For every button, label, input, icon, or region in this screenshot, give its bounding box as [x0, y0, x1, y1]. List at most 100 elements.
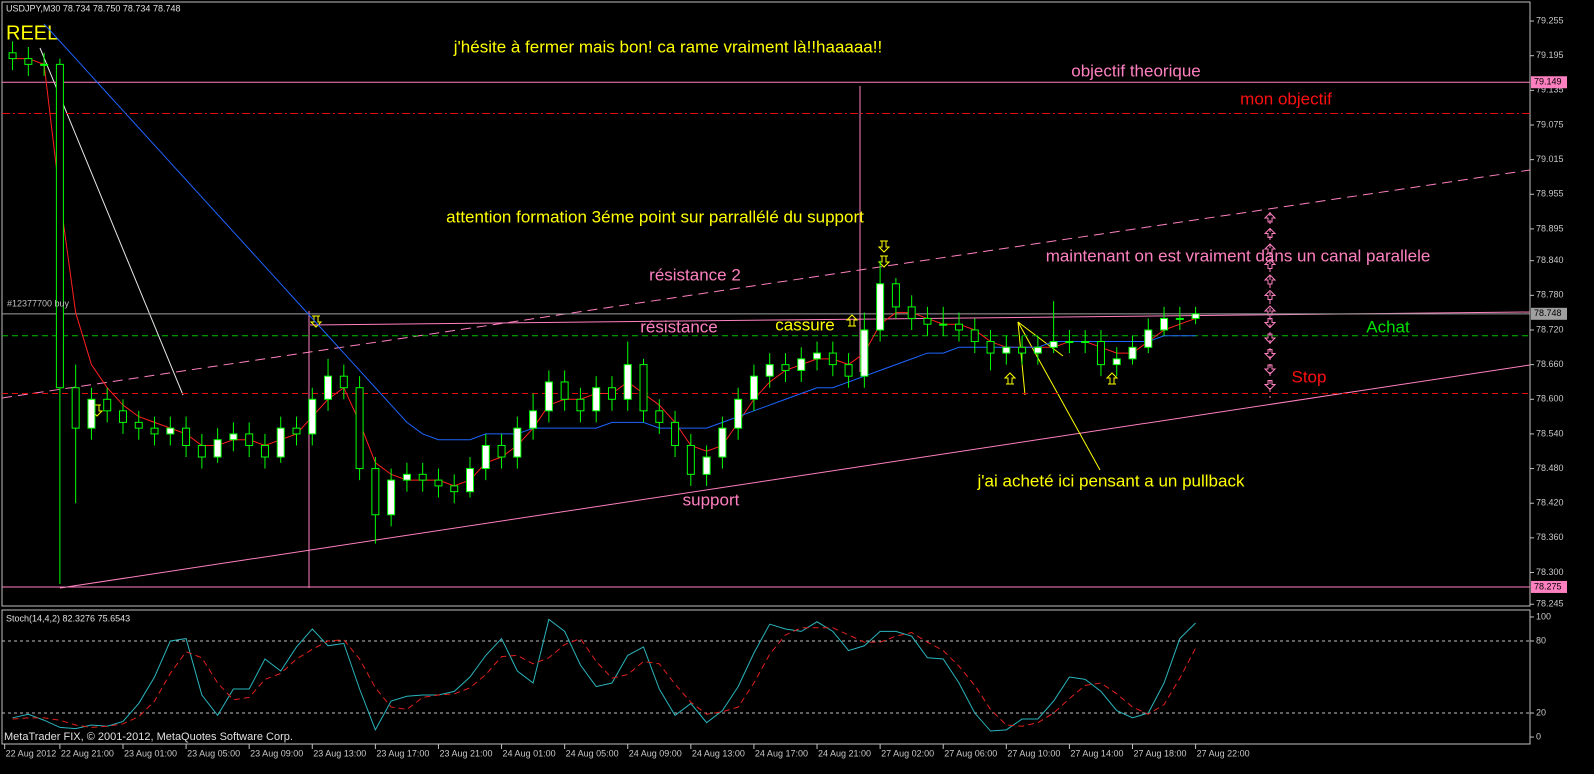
y-tick-label: 78.245 — [1536, 599, 1564, 609]
annotation: #12377700 buy — [7, 298, 70, 308]
y-tick-label: 79.255 — [1536, 15, 1564, 25]
candle-body — [1128, 346, 1137, 360]
candle-body — [197, 444, 206, 458]
candle-body — [8, 52, 17, 60]
candle-body — [797, 358, 806, 371]
candle-body — [639, 364, 648, 412]
candle-body — [260, 444, 269, 458]
x-tick-label: 27 Aug 06:00 — [944, 748, 997, 758]
candle-body — [1096, 341, 1105, 366]
x-tick-label: 24 Aug 21:00 — [818, 748, 871, 758]
candle-body — [765, 364, 774, 377]
x-tick-label: 23 Aug 17:00 — [376, 748, 429, 758]
candle-body — [481, 444, 490, 470]
annotation: objectif theorique — [1071, 61, 1200, 80]
pointer-line — [1017, 321, 1026, 396]
candle-body — [702, 456, 711, 475]
x-tick-label: 27 Aug 14:00 — [1070, 748, 1123, 758]
y-tick-label: 80 — [1536, 635, 1546, 645]
candle-body — [655, 410, 664, 423]
x-tick-label: 23 Aug 09:00 — [250, 748, 303, 758]
y-tick-label: 78.540 — [1536, 428, 1564, 438]
x-tick-label: 27 Aug 10:00 — [1007, 748, 1060, 758]
candle-body — [1112, 358, 1121, 366]
candle-body — [939, 323, 948, 326]
channel-arrow — [1263, 289, 1277, 300]
stoch-frame — [1, 609, 1531, 745]
x-tick-label: 24 Aug 13:00 — [692, 748, 745, 758]
candle-body — [718, 427, 727, 458]
candle-body — [970, 329, 979, 343]
candle-body — [150, 427, 159, 435]
channel-arrow — [1263, 349, 1277, 360]
candle-body — [71, 387, 80, 429]
y-tick-label: 0 — [1536, 731, 1541, 741]
symbol-header: USDJPY,M30 78.734 78.750 78.734 78.748 — [6, 3, 180, 13]
candle-body — [607, 387, 616, 400]
candle-body — [87, 398, 96, 429]
candle-body — [292, 427, 301, 435]
candle-body — [497, 444, 506, 458]
channel-arrow — [1263, 227, 1277, 238]
x-tick-label: 24 Aug 17:00 — [755, 748, 808, 758]
candle-body — [339, 375, 348, 389]
annotation: Achat — [1366, 317, 1410, 336]
candle-body — [466, 468, 475, 493]
arrow-icon — [877, 255, 891, 268]
candle-body — [1065, 341, 1074, 344]
candle-body — [781, 364, 790, 371]
candle-body — [513, 427, 522, 458]
channel-arrow — [1263, 274, 1277, 285]
candle-body — [576, 398, 585, 412]
price-tag-label: 78.275 — [1534, 581, 1562, 591]
pointer-line — [1017, 321, 1064, 357]
y-tick-label: 78.600 — [1536, 394, 1564, 404]
arrow-icon — [1105, 372, 1119, 385]
candle-body — [828, 352, 837, 366]
x-tick-label: 24 Aug 05:00 — [566, 748, 619, 758]
annotation: résistance 2 — [649, 265, 741, 284]
annotation: j'ai acheté ici pensant a un pullback — [977, 471, 1245, 490]
stoch-line — [12, 627, 1197, 728]
candle-body — [166, 427, 175, 435]
annotation: résistance — [640, 317, 717, 336]
candle-body — [229, 433, 238, 441]
candle-body — [134, 421, 143, 429]
account-label: REEL — [6, 22, 58, 44]
channel-arrow — [1263, 305, 1277, 316]
moving-average — [12, 58, 1196, 487]
candle-body — [891, 283, 900, 308]
y-tick-label: 78.660 — [1536, 359, 1564, 369]
candle-body — [860, 329, 869, 377]
y-tick-label: 100 — [1536, 611, 1551, 621]
candle-body — [387, 479, 396, 516]
candle-body — [24, 58, 33, 65]
candle-body — [1081, 341, 1090, 344]
channel-arrow — [1263, 364, 1277, 375]
annotation: attention formation 3éme point sur parra… — [446, 207, 864, 226]
x-tick-label: 24 Aug 01:00 — [503, 748, 556, 758]
candle-body — [986, 341, 995, 354]
y-tick-label: 78.360 — [1536, 532, 1564, 542]
x-tick-label: 22 Aug 21:00 — [61, 748, 114, 758]
candle-body — [1160, 317, 1169, 331]
candle-body — [954, 323, 963, 331]
price-tag-label: 78.748 — [1534, 308, 1562, 318]
candle-body — [671, 421, 680, 446]
main-frame — [1, 1, 1531, 607]
channel-arrow — [1263, 212, 1277, 223]
y-tick-label: 78.480 — [1536, 463, 1564, 473]
candle-body — [434, 479, 443, 487]
channel-arrow — [1263, 318, 1277, 329]
candle-body — [450, 485, 459, 493]
footer: MetaTrader FIX, © 2001-2012, MetaQuotes … — [4, 731, 293, 743]
channel-arrow — [1263, 258, 1277, 269]
support-line — [59, 364, 1531, 589]
candle-body — [592, 387, 601, 412]
candle-body — [213, 439, 222, 458]
candle-body — [55, 63, 64, 389]
candle-body — [876, 283, 885, 331]
y-tick-label: 78.895 — [1536, 223, 1564, 233]
